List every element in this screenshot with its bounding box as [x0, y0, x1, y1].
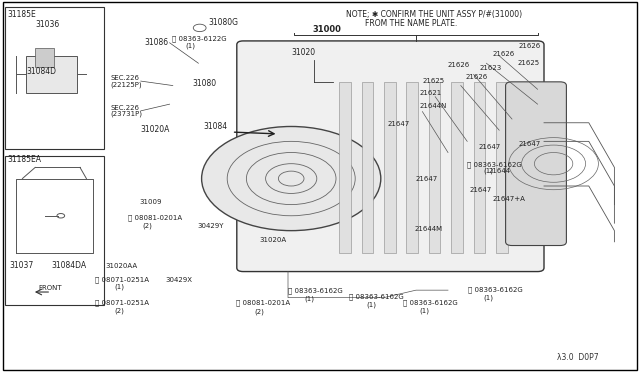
Bar: [5, 7, 104, 149]
FancyBboxPatch shape: [506, 82, 566, 246]
Text: 21626: 21626: [518, 43, 541, 49]
Bar: [451, 82, 463, 253]
Bar: [5, 156, 104, 305]
Text: Ⓑ 08081-0201A: Ⓑ 08081-0201A: [128, 215, 182, 221]
Text: (1): (1): [186, 42, 196, 49]
Text: 21647: 21647: [470, 187, 492, 193]
Text: 30429Y: 30429Y: [197, 223, 223, 229]
Text: 31020AA: 31020AA: [106, 263, 138, 269]
Text: Ⓢ 08363-6162G: Ⓢ 08363-6162G: [403, 300, 458, 307]
Text: Ⓑ 08071-0251A: Ⓑ 08071-0251A: [95, 300, 148, 307]
Circle shape: [202, 126, 381, 231]
Text: NOTE; ✱ CONFIRM THE UNIT ASSY P/#(31000): NOTE; ✱ CONFIRM THE UNIT ASSY P/#(31000): [346, 10, 522, 19]
Text: 21644N: 21644N: [419, 103, 447, 109]
Text: Ⓢ 08363-6122G: Ⓢ 08363-6122G: [172, 36, 226, 42]
Text: 21625: 21625: [517, 60, 540, 66]
FancyBboxPatch shape: [237, 41, 544, 272]
Text: 31020: 31020: [291, 48, 316, 57]
Bar: [474, 82, 485, 253]
Text: 30429X: 30429X: [165, 277, 192, 283]
Text: 31185EA: 31185EA: [8, 155, 42, 164]
Text: 21647: 21647: [479, 144, 501, 150]
Text: 31185E: 31185E: [8, 10, 36, 19]
Text: Ⓢ 08363-6162G: Ⓢ 08363-6162G: [288, 288, 343, 294]
Text: (2): (2): [114, 307, 124, 314]
Text: 31086: 31086: [144, 38, 168, 47]
Text: FROM THE NAME PLATE.: FROM THE NAME PLATE.: [365, 19, 457, 28]
Text: λ3.0  D0P7: λ3.0 D0P7: [557, 353, 598, 362]
Text: 21647: 21647: [518, 141, 541, 147]
Text: (1): (1): [304, 295, 314, 302]
Bar: [35, 48, 54, 67]
Text: 21626: 21626: [466, 74, 488, 80]
Text: 21644: 21644: [488, 168, 511, 174]
Text: 21647+A: 21647+A: [493, 196, 525, 202]
Text: (1): (1): [419, 307, 429, 314]
Text: SEC.226: SEC.226: [110, 75, 139, 81]
Text: (22125P): (22125P): [110, 81, 141, 88]
Text: FRONT: FRONT: [38, 285, 62, 291]
Text: 21626: 21626: [493, 51, 515, 57]
Text: Ⓢ 08363-6162G: Ⓢ 08363-6162G: [349, 294, 404, 300]
Text: 31037: 31037: [10, 262, 34, 270]
Text: 31080: 31080: [192, 79, 216, 88]
Bar: [339, 82, 351, 253]
Text: 31080G: 31080G: [208, 18, 238, 27]
Text: 31020A: 31020A: [259, 237, 286, 243]
Text: Ⓢ 08363-6162G: Ⓢ 08363-6162G: [468, 287, 524, 294]
Text: 31084: 31084: [204, 122, 228, 131]
Bar: [496, 82, 508, 253]
Text: (1): (1): [483, 168, 493, 174]
Bar: [406, 82, 418, 253]
Text: 21621: 21621: [419, 90, 442, 96]
Text: 21623: 21623: [480, 65, 502, 71]
Text: 31000: 31000: [312, 25, 341, 34]
Text: 31036: 31036: [35, 20, 60, 29]
Bar: [384, 82, 396, 253]
Text: Ⓑ 08071-0251A: Ⓑ 08071-0251A: [95, 276, 148, 283]
Text: 21626: 21626: [448, 62, 470, 68]
Text: 21647: 21647: [416, 176, 438, 182]
Text: 21644M: 21644M: [415, 226, 443, 232]
Text: (2): (2): [255, 308, 264, 315]
Text: (1): (1): [114, 284, 124, 291]
Bar: [429, 82, 440, 253]
Text: (23731P): (23731P): [110, 111, 142, 118]
Bar: [26, 56, 77, 93]
Text: 31084D: 31084D: [27, 67, 57, 76]
Text: 21647: 21647: [387, 121, 410, 126]
Text: SEC.226: SEC.226: [110, 105, 139, 111]
Text: 31084DA: 31084DA: [51, 262, 86, 270]
Text: 21625: 21625: [422, 78, 445, 84]
Text: Ⓑ 08081-0201A: Ⓑ 08081-0201A: [236, 300, 290, 307]
Text: (2): (2): [143, 223, 152, 230]
Text: (1): (1): [366, 301, 376, 308]
Text: (1): (1): [483, 294, 493, 301]
Text: 31020A: 31020A: [141, 125, 170, 134]
Text: Ⓢ 08363-6162G: Ⓢ 08363-6162G: [467, 161, 522, 168]
Bar: [362, 82, 373, 253]
Text: 31009: 31009: [140, 199, 162, 205]
